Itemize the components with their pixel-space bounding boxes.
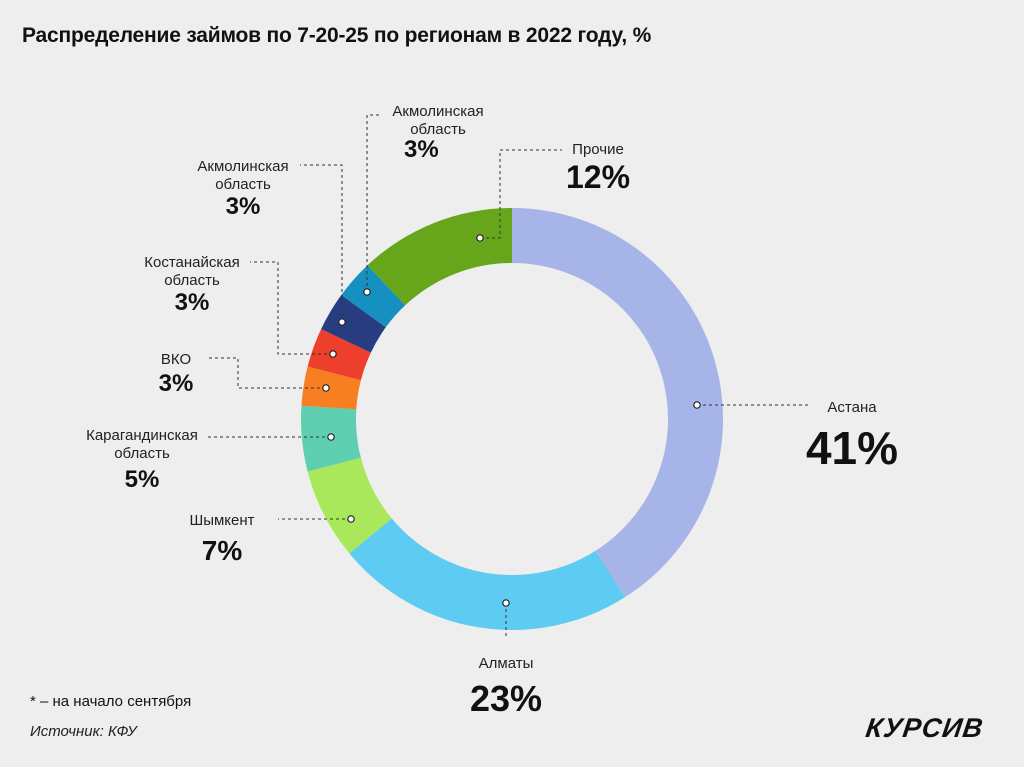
slice-value-5: 3% — [175, 289, 210, 316]
leader-line-7 — [366, 114, 380, 292]
slice-акмолинская-область-6 — [321, 294, 386, 353]
slice-value-7: 3% — [404, 136, 439, 163]
slice-value-8: 12% — [566, 159, 630, 195]
slice-label-4: ВКО — [161, 351, 191, 368]
slice-акмолинская-область-7 — [341, 265, 406, 328]
leader-dot-2 — [347, 515, 355, 523]
slice-value-2: 7% — [202, 535, 243, 566]
slice-label-0: Астана — [827, 399, 877, 416]
slice-вко-4 — [301, 366, 361, 410]
leader-dot-4 — [322, 384, 330, 392]
slice-label-6: Акмолинская область — [197, 158, 288, 193]
slice-value-1: 23% — [470, 678, 542, 719]
slice-прочие-8 — [367, 208, 512, 306]
source-note: Источник: КФУ — [30, 723, 137, 740]
slice-астана-0 — [512, 208, 724, 598]
leader-dot-1 — [502, 599, 510, 607]
footnote: * – на начало сентября — [30, 693, 192, 710]
leader-dot-6 — [338, 318, 346, 326]
leader-dot-3 — [327, 433, 335, 441]
slice-value-6: 3% — [226, 193, 261, 220]
slice-value-0: 41% — [806, 422, 898, 474]
chart-title: Распределение займов по 7-20-25 по регио… — [22, 24, 652, 47]
slice-label-3: Карагандинская область — [86, 427, 198, 462]
leader-dot-5 — [329, 350, 337, 358]
leader-dot-0 — [693, 401, 701, 409]
slice-value-4: 3% — [159, 370, 194, 397]
slice-костанайская-область-5 — [307, 329, 371, 381]
leader-dot-8 — [476, 234, 484, 242]
brand-logo: КУРСИВ — [863, 713, 986, 743]
slice-label-2: Шымкент — [189, 512, 254, 529]
slice-алматы-1 — [349, 518, 626, 630]
leader-line-8 — [480, 149, 562, 239]
slice-шымкент-2 — [307, 457, 392, 554]
leader-line-6 — [300, 164, 343, 322]
slice-label-5: Костанайская область — [144, 254, 240, 289]
leader-dot-7 — [363, 288, 371, 296]
slice-label-1: Алматы — [479, 655, 534, 672]
leader-line-4 — [208, 357, 326, 389]
slice-label-7: Акмолинская область — [392, 103, 483, 138]
slice-label-8: Прочие — [572, 141, 624, 158]
slice-value-3: 5% — [125, 466, 160, 493]
